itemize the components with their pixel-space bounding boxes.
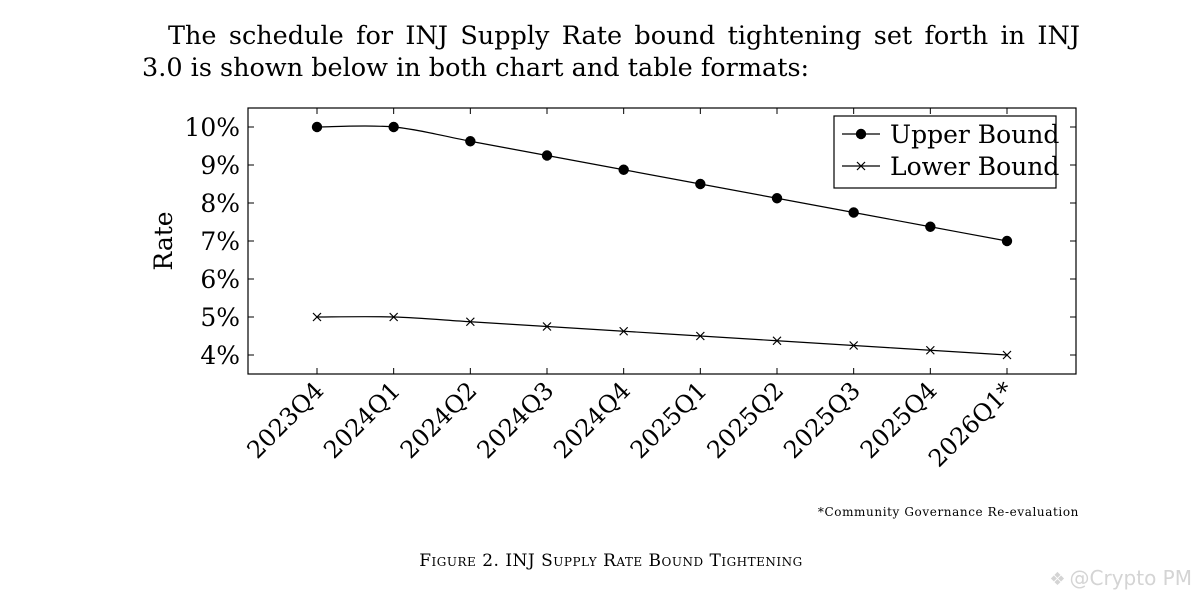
y-tick-label: 9% xyxy=(200,151,240,180)
upper-bound-point xyxy=(848,207,859,218)
y-tick-label: 10% xyxy=(184,113,240,142)
lower-bound-line xyxy=(316,316,1008,356)
cross-stroke xyxy=(856,161,866,171)
legend-label-lower-bound: Lower Bound xyxy=(890,152,1059,181)
cross-stroke xyxy=(772,336,782,346)
lower-bound-point xyxy=(542,322,552,331)
x-tick-label: 2025Q2 xyxy=(702,376,790,464)
upper-bound-point xyxy=(465,136,476,147)
y-tick-label: 4% xyxy=(200,341,240,370)
lower-bound-point xyxy=(925,345,935,355)
upper-bound-point xyxy=(311,121,323,133)
y-tick-label: 5% xyxy=(200,303,240,332)
lower-bound-point xyxy=(312,312,322,322)
upper-bound-point xyxy=(541,150,553,161)
figure-caption: Figure 2. INJ Supply Rate Bound Tighteni… xyxy=(419,551,803,571)
watermark-text: @Crypto PM xyxy=(1069,566,1192,590)
lower-bound-point xyxy=(465,317,475,327)
x-tick-label: 2025Q3 xyxy=(778,376,866,464)
cross-stroke xyxy=(695,331,705,341)
y-tick-label: 8% xyxy=(200,189,240,218)
upper-bound-point xyxy=(771,193,783,204)
upper-bound-point xyxy=(618,164,629,175)
cross-stroke xyxy=(312,312,322,322)
lower-bound-point xyxy=(695,331,705,341)
intro-paragraph: The schedule for INJ Supply Rate bound t… xyxy=(142,21,1080,83)
cross-stroke xyxy=(465,317,475,327)
legend-marker-upper-bound xyxy=(855,128,867,140)
x-tick-label: 2024Q2 xyxy=(395,376,483,464)
watermark: ❖ @Crypto PM xyxy=(1049,566,1192,590)
cross-stroke xyxy=(619,326,629,336)
legend-box xyxy=(833,115,1057,189)
upper-bound-line xyxy=(316,125,1008,242)
lower-bound-point xyxy=(619,326,629,336)
legend-marker-lower-bound xyxy=(856,161,866,171)
cross-stroke xyxy=(389,312,399,322)
x-tick-label: 2024Q3 xyxy=(472,376,560,464)
upper-bound-point xyxy=(388,121,399,133)
y-tick-label: 7% xyxy=(200,227,240,256)
cross-stroke xyxy=(1002,350,1012,360)
y-tick-label: 6% xyxy=(200,265,240,294)
legend: Upper Bound Lower Bound xyxy=(833,115,1059,189)
footnote: *Community Governance Re-evaluation xyxy=(817,505,1079,519)
lower-bound-point xyxy=(772,336,782,346)
legend-label-upper-bound: Upper Bound xyxy=(890,120,1059,149)
plot-frame xyxy=(247,107,1077,375)
series-markers xyxy=(311,121,1013,360)
lower-bound-point xyxy=(1002,350,1012,360)
upper-bound-point xyxy=(925,221,936,232)
y-axis-label: Rate xyxy=(149,211,178,270)
diamond-logo-icon: ❖ xyxy=(1049,569,1066,590)
x-tick-label: 2023Q4 xyxy=(242,376,330,464)
cross-stroke xyxy=(849,341,859,350)
upper-bound-point xyxy=(695,178,706,190)
lower-bound-point xyxy=(849,341,859,350)
x-tick-label: 2024Q4 xyxy=(548,376,636,464)
cross-stroke xyxy=(925,345,935,355)
upper-bound-point xyxy=(1001,235,1013,247)
axis-ticks xyxy=(248,108,1076,374)
series-lines xyxy=(316,125,1008,356)
x-tick-label: 2025Q1 xyxy=(625,376,713,464)
x-tick-label: 2026Q1* xyxy=(923,376,1019,472)
cross-stroke xyxy=(542,322,552,331)
x-tick-label: 2024Q1 xyxy=(318,376,406,464)
lower-bound-point xyxy=(389,312,399,322)
